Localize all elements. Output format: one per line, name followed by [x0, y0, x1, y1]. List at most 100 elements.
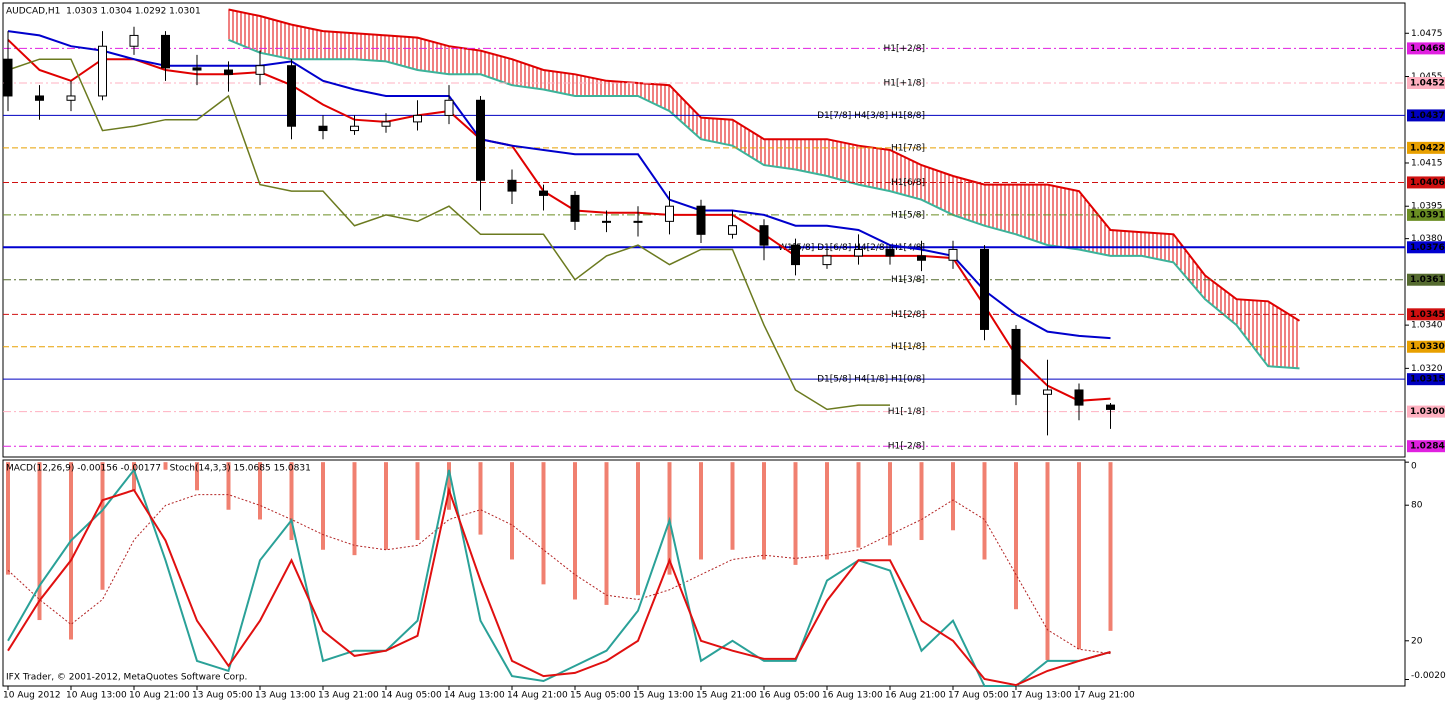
candle-body [413, 114, 422, 123]
candle-body [1043, 389, 1052, 395]
macd-bar [1108, 462, 1113, 631]
y-tick-label: 1.0415 [1411, 158, 1443, 168]
candle-body [161, 34, 170, 69]
level-box [1407, 241, 1445, 254]
macd-bar [856, 462, 861, 548]
x-tick-label: 15 Aug 21:00 [696, 691, 757, 701]
candle-body [1074, 389, 1084, 406]
level-box [1407, 109, 1445, 122]
level-box-label: 1.0330 [1410, 342, 1445, 352]
level-box [1407, 273, 1445, 286]
macd-bar [132, 462, 136, 491]
chart-title: AUDCAD,H1 1.0303 1.0304 1.0292 1.0301 [6, 7, 201, 17]
x-tick-label: 13 Aug 05:00 [192, 691, 253, 701]
level-box-label: 1.0437 [1410, 111, 1445, 121]
cloud-fill [228, 9, 1300, 369]
candle-body [1106, 404, 1115, 410]
candle-body [318, 125, 328, 132]
level-text: H1[3/8] [891, 275, 925, 285]
level-box [1407, 176, 1445, 189]
x-tick-label: 14 Aug 21:00 [507, 691, 568, 701]
y-tick-label: 80 [1411, 501, 1423, 511]
macd-bar [541, 462, 546, 585]
level-box [1407, 373, 1445, 386]
macd-bar [321, 462, 325, 550]
candle-body [570, 194, 580, 222]
candle-body [35, 95, 44, 101]
macd-bar [447, 462, 451, 510]
macd-bar [699, 462, 703, 560]
x-tick-label: 15 Aug 13:00 [633, 691, 694, 701]
level-box [1407, 42, 1445, 55]
candle-body [917, 255, 926, 261]
level-text: H1[7/8] [891, 143, 925, 153]
x-tick-label: 17 Aug 05:00 [948, 691, 1009, 701]
indicator-panel [2, 459, 1406, 687]
macd-bar [730, 462, 735, 550]
level-box-label: 1.0422 [1410, 143, 1445, 153]
x-tick-label: 13 Aug 21:00 [318, 691, 379, 701]
y-tick-label: 1.0395 [1411, 202, 1443, 212]
x-tick-label: 15 Aug 05:00 [570, 691, 631, 701]
macd-bar [1014, 462, 1018, 610]
x-tick-label: 14 Aug 13:00 [444, 691, 505, 701]
macd-bar [636, 462, 640, 596]
level-text: H1[2/8] [891, 310, 925, 320]
y-tick-label: 20 [1411, 636, 1423, 646]
level-box-label: 1.0315 [1410, 375, 1445, 385]
level-text: H1[-1/8] [888, 407, 925, 417]
level-text: H1[6/8] [891, 178, 925, 188]
x-tick-label: 14 Aug 05:00 [381, 691, 442, 701]
macd-bar [195, 462, 199, 491]
level-box-label: 1.0391 [1410, 210, 1445, 220]
macd-bar [825, 462, 829, 560]
macd-bar [258, 462, 262, 520]
macd-bar [415, 462, 420, 541]
level-text: H1[-2/8] [888, 442, 925, 452]
candle-body [1011, 328, 1021, 395]
level-text: H1[+1/8] [883, 78, 925, 88]
x-tick-label: 10 Aug 2012 [3, 691, 61, 701]
level-box [1407, 308, 1445, 321]
candle-body [350, 125, 359, 132]
macd-bar [226, 462, 231, 510]
price-panel [2, 2, 1406, 458]
level-box-label: 1.0468 [1410, 44, 1445, 54]
candle-body [507, 179, 517, 192]
x-tick-label: 16 Aug 05:00 [759, 691, 820, 701]
y-tick-label: 1.0340 [1411, 321, 1443, 331]
level-box-label: 1.0376 [1410, 243, 1445, 253]
macd-signal-line [7, 494, 1111, 655]
candle-body [633, 220, 643, 223]
candle-body [476, 99, 485, 181]
level-box-label: 1.0406 [1410, 178, 1445, 188]
macd-bar [793, 462, 798, 565]
cloud-upper-line [228, 8, 1301, 322]
y-tick-label: 1.0320 [1411, 364, 1443, 374]
candle-body [822, 255, 832, 266]
macd-bar [573, 462, 577, 600]
y-tick-label: 1.0380 [1411, 234, 1443, 244]
macd-bar [951, 462, 955, 531]
level-box-label: 1.0361 [1410, 275, 1445, 285]
level-box [1407, 405, 1445, 418]
x-tick-label: 16 Aug 21:00 [885, 691, 946, 701]
macd-bar [1045, 462, 1050, 661]
indicator-line [7, 58, 890, 411]
indicator-line [7, 39, 1111, 402]
indicator-line [7, 30, 1111, 340]
macd-bar [478, 462, 483, 535]
level-box-label: 1.0284 [1410, 442, 1445, 452]
macd-bar [1077, 462, 1081, 650]
candle-body [980, 248, 989, 330]
candle-body [66, 95, 76, 101]
candle-body [885, 248, 895, 257]
x-tick-label: 16 Aug 13:00 [822, 691, 883, 701]
macd-bar [888, 462, 892, 546]
candle-body [129, 34, 139, 47]
candle-body [3, 58, 13, 97]
